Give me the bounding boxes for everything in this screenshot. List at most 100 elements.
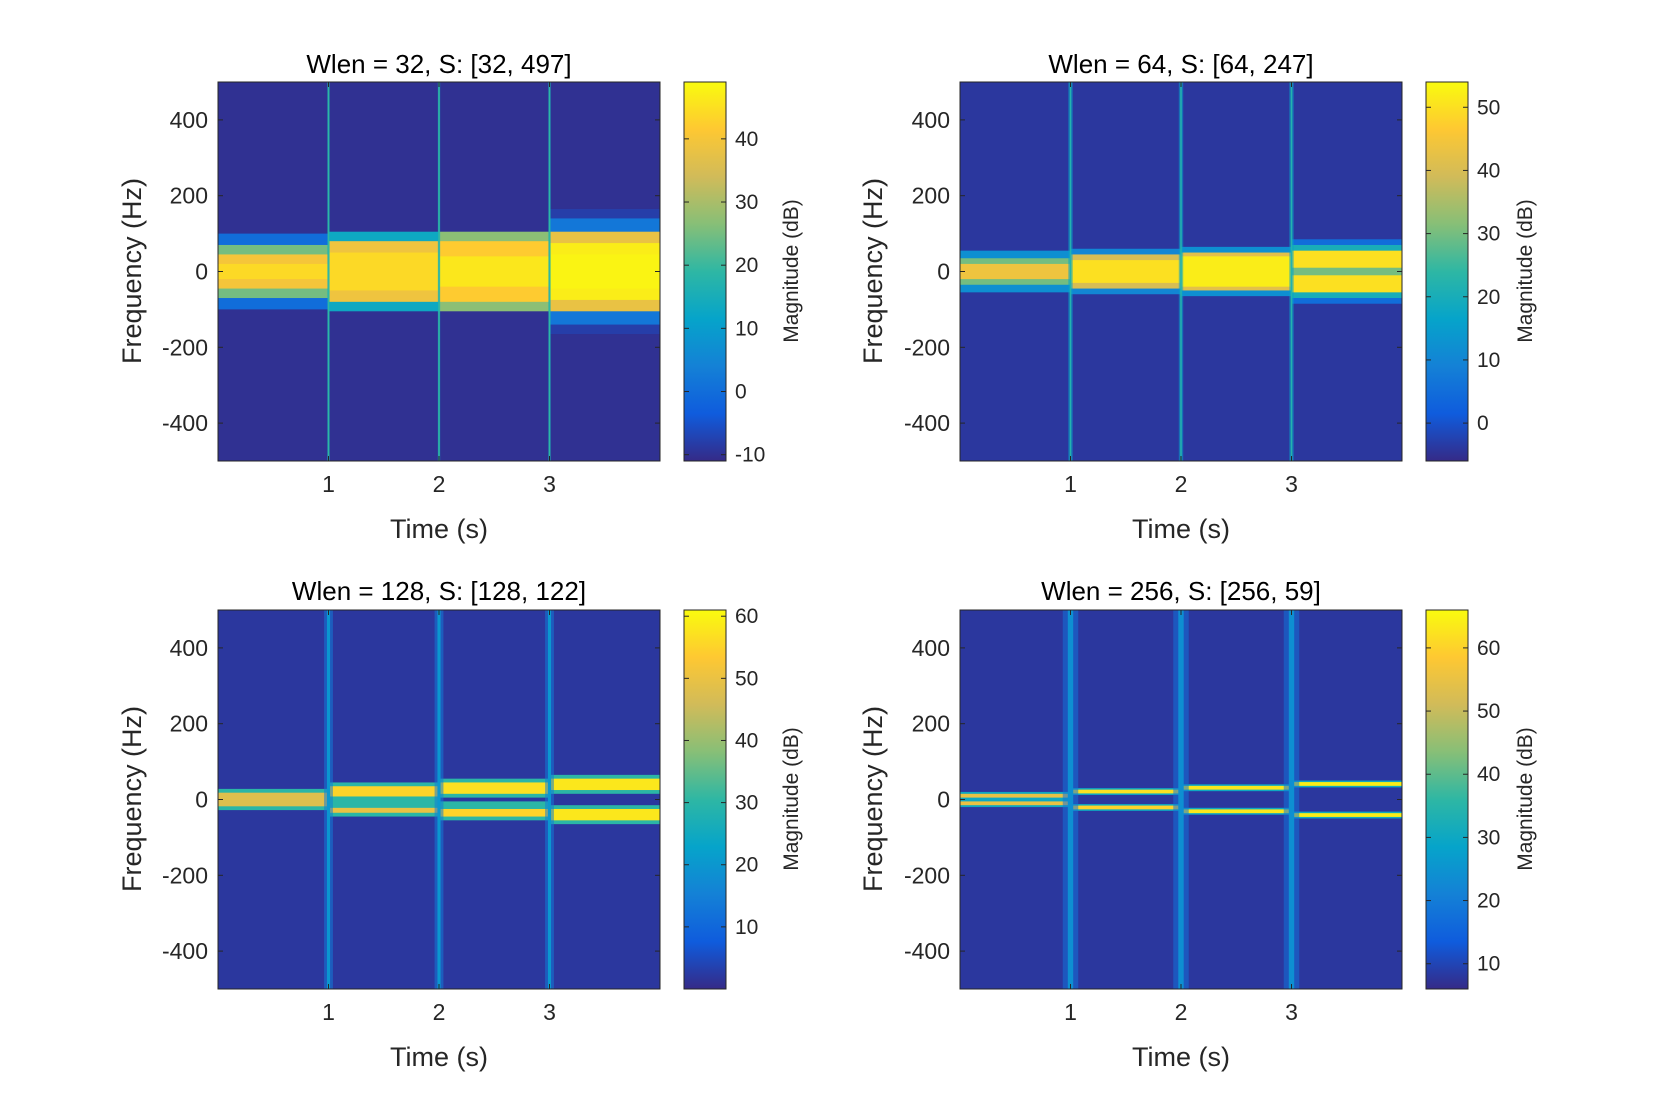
spectrogram-band (218, 792, 329, 807)
transient-line (326, 610, 331, 989)
spectrogram-band (1291, 267, 1402, 276)
colorbar-tick-label: -10 (735, 444, 765, 467)
colorbar-label: Magnitude (dB) (1514, 727, 1537, 871)
transient-line (437, 610, 441, 989)
spectrogram-band (960, 263, 1071, 280)
y-axis-label: Frequency (Hz) (858, 178, 888, 364)
colorbar-tick-label: 30 (735, 191, 758, 214)
colorbar: 40 30 20 10 0 -10 (683, 81, 765, 467)
y-tick-label: 400 (912, 635, 950, 661)
x-tick-label: 1 (322, 471, 335, 497)
spectrogram-band (439, 808, 550, 817)
x-tick-label: 1 (1064, 999, 1077, 1025)
colorbar-gradient (683, 609, 727, 990)
y-tick-label: 400 (170, 107, 208, 133)
subplot-title: Wlen = 64, S: [64, 247] (1048, 49, 1313, 79)
colorbar-gradient (1425, 609, 1469, 990)
transient-line (1290, 82, 1293, 461)
y-tick-label: -400 (162, 938, 208, 964)
colorbar-tick-label: 20 (735, 254, 758, 277)
colorbar-tick-label: 30 (1477, 826, 1500, 849)
spectrogram-band (439, 256, 550, 287)
y-tick-label: 0 (195, 259, 208, 285)
y-tick-label: 400 (912, 107, 950, 133)
y-tick-label: -200 (162, 334, 208, 360)
heatmap (960, 610, 1402, 989)
heatmap (960, 82, 1402, 461)
colorbar-tick-label: 60 (1477, 637, 1500, 660)
colorbar-tick-label: 40 (1477, 159, 1500, 182)
y-tick-label: 0 (195, 787, 208, 813)
spectrogram-band (549, 254, 660, 289)
colorbar-tick-label: 40 (735, 729, 758, 752)
transient-line (1069, 82, 1072, 461)
axes: 1 2 3 400 200 0 -200 -400 (904, 609, 1403, 1025)
colorbar-tick-label: 20 (735, 854, 758, 877)
spectrogram-band (1291, 813, 1402, 817)
y-tick-label: -200 (904, 862, 950, 888)
transient-line (1178, 610, 1184, 989)
colorbar: 60 50 40 30 20 10 (1425, 609, 1500, 990)
colorbar-tick-label: 50 (1477, 96, 1500, 119)
y-tick-label: -400 (162, 410, 208, 436)
y-tick-label: -200 (162, 862, 208, 888)
spectrogram-band (549, 778, 660, 791)
colorbar-gradient (1425, 81, 1469, 462)
colorbar-tick-label: 10 (735, 317, 758, 340)
y-tick-label: 200 (170, 183, 208, 209)
colorbar-tick-label: 20 (1477, 890, 1500, 913)
x-tick-label: 3 (543, 999, 556, 1025)
x-tick-label: 2 (433, 471, 446, 497)
colorbar-gradient (683, 81, 727, 462)
spectrogram-band (328, 786, 439, 797)
spectrogram-band (1181, 785, 1292, 790)
x-tick-label: 2 (1175, 999, 1188, 1025)
colorbar-tick-label: 20 (1477, 286, 1500, 309)
y-tick-label: -400 (904, 938, 950, 964)
y-tick-label: 0 (937, 787, 950, 813)
subplot-title: Wlen = 128, S: [128, 122] (292, 576, 586, 606)
x-axis-label: Time (s) (1132, 514, 1230, 544)
y-tick-label: 400 (170, 635, 208, 661)
x-tick-label: 1 (1064, 471, 1077, 497)
spectrogram-band (1181, 256, 1292, 287)
x-tick-label: 2 (433, 999, 446, 1025)
spectrogram-band (1070, 805, 1181, 810)
heatmap (218, 610, 660, 989)
transient-line (1180, 82, 1182, 461)
spectrogram-band (960, 793, 1071, 798)
y-tick-label: 0 (937, 259, 950, 285)
colorbar-label: Magnitude (dB) (780, 199, 803, 343)
transient-line (1288, 610, 1295, 989)
colorbar-tick-label: 50 (1477, 700, 1500, 723)
colorbar-tick-label: 50 (735, 667, 758, 690)
x-tick-label: 3 (543, 471, 556, 497)
colorbar-tick-label: 0 (735, 381, 747, 404)
colorbar-tick-label: 10 (735, 916, 758, 939)
spectrogram-band (1070, 789, 1181, 794)
y-tick-label: -200 (904, 334, 950, 360)
subplot-wlen-256: 1 2 3 400 200 0 -200 -400 Wlen = 256, S: [256, … (858, 576, 1537, 1072)
axes: 1 2 3 400 200 0 -200 -400 (904, 81, 1403, 497)
y-tick-label: 200 (912, 183, 950, 209)
spectrogram-band (328, 252, 439, 291)
colorbar-tick-label: 60 (735, 605, 758, 628)
heatmap (218, 82, 660, 461)
subplot-wlen-128: 1 2 3 400 200 0 -200 -400 Wlen = 128, S: [128, … (117, 576, 803, 1072)
transient-line (548, 82, 551, 461)
colorbar-tick-label: 10 (1477, 953, 1500, 976)
y-axis-label: Frequency (Hz) (117, 706, 147, 892)
spectrogram-band (218, 263, 329, 280)
x-axis-label: Time (s) (390, 1042, 488, 1072)
colorbar: 50 40 30 20 10 0 (1425, 81, 1500, 462)
colorbar-tick-label: 40 (1477, 763, 1500, 786)
x-tick-label: 1 (322, 999, 335, 1025)
colorbar-label: Magnitude (dB) (780, 727, 803, 871)
subplot-title: Wlen = 32, S: [32, 497] (306, 49, 571, 79)
x-axis-label: Time (s) (1132, 1042, 1230, 1072)
y-axis-label: Frequency (Hz) (858, 706, 888, 892)
x-axis-label: Time (s) (390, 514, 488, 544)
